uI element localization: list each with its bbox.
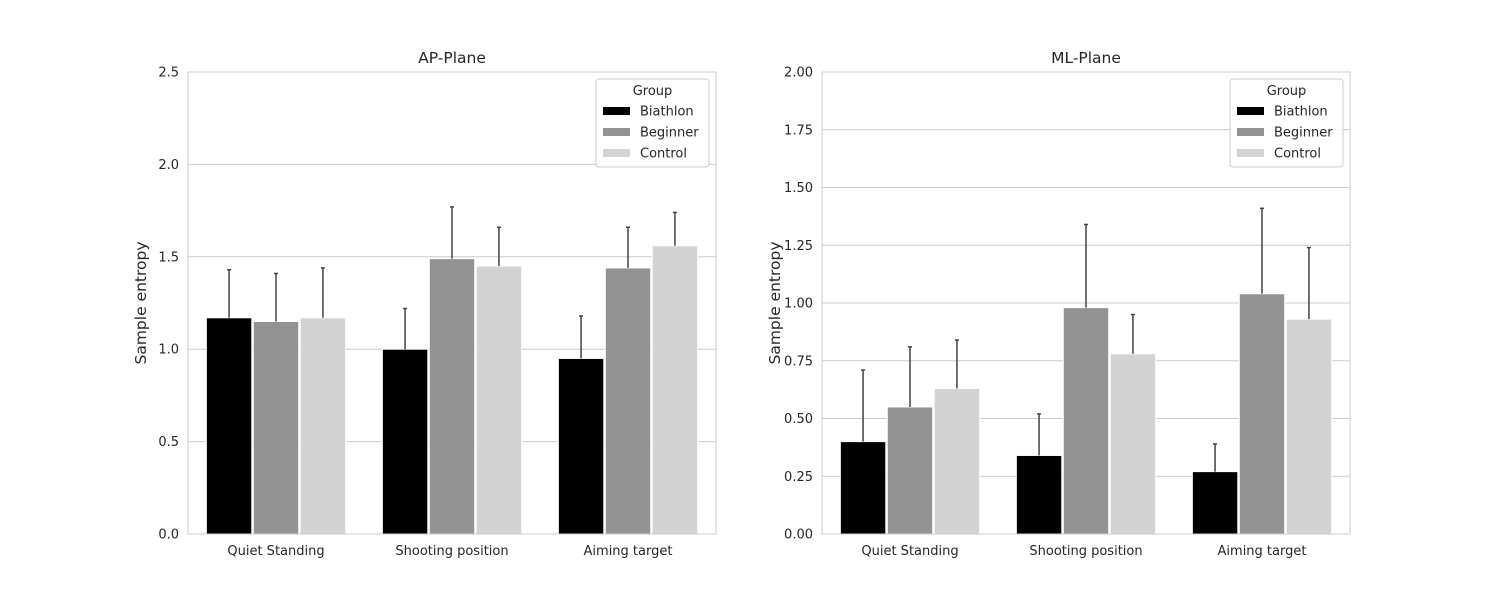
legend-swatch-control <box>1237 149 1264 157</box>
bar-beginner-1 <box>252 320 300 535</box>
bar-beginner-2 <box>1062 307 1110 535</box>
bar-beginner-3 <box>1238 293 1286 535</box>
bar-beginner-3 <box>604 267 652 535</box>
chart-title: AP-Plane <box>418 49 486 67</box>
bar-biathlon-2 <box>1015 454 1063 535</box>
y-tick-label: 0.5 <box>158 435 179 450</box>
legend-title: Group <box>1267 84 1307 99</box>
y-tick-label: 1.25 <box>784 239 813 254</box>
x-tick-label: Shooting position <box>395 544 508 559</box>
y-tick-label: 0.00 <box>784 528 813 543</box>
y-tick-label: 2.5 <box>158 66 179 81</box>
y-tick-label: 1.00 <box>784 297 813 312</box>
x-tick-label: Quiet Standing <box>227 544 324 559</box>
x-tick-label: Aiming target <box>584 544 673 559</box>
legend-swatch-biathlon <box>1237 107 1264 115</box>
legend-box <box>1229 78 1344 168</box>
x-tick-label: Quiet Standing <box>861 544 958 559</box>
legend-label: Beginner <box>1274 126 1333 141</box>
y-tick-label: 1.75 <box>784 123 813 138</box>
y-tick-label: 0.25 <box>784 470 813 485</box>
bar-control-1 <box>299 317 347 535</box>
x-tick-label: Aiming target <box>1218 544 1307 559</box>
legend-label: Control <box>640 147 687 162</box>
plot-frame <box>187 71 717 535</box>
bar-beginner-1 <box>886 406 934 535</box>
y-tick-label: 2.00 <box>784 66 813 81</box>
legend-swatch-beginner <box>603 128 630 136</box>
legend-label: Beginner <box>640 126 699 141</box>
bar-control-2 <box>1109 353 1157 535</box>
legend-label: Control <box>1274 147 1321 162</box>
legend-swatch-control <box>603 149 630 157</box>
plot-frame <box>821 71 1351 535</box>
bar-biathlon-3 <box>1191 471 1239 535</box>
legend-swatch-biathlon <box>603 107 630 115</box>
x-tick-label: Shooting position <box>1029 544 1142 559</box>
y-tick-label: 1.50 <box>784 181 813 196</box>
y-axis-label: Sample entropy <box>766 241 784 364</box>
legend-label: Biathlon <box>1274 105 1328 120</box>
legend: Group Biathlon Beginner Control <box>1229 78 1344 168</box>
chart-panel-1: 0.0 0.5 1.0 1.5 2.0 2.5 Quiet Standing Shooting… <box>132 49 717 559</box>
legend-label: Biathlon <box>640 105 694 120</box>
y-tick-label: 0.75 <box>784 354 813 369</box>
bar-biathlon-1 <box>839 441 887 535</box>
y-tick-label: 1.0 <box>158 343 179 358</box>
y-tick-label: 0.50 <box>784 412 813 427</box>
bar-control-3 <box>1285 318 1333 535</box>
legend-title: Group <box>633 84 673 99</box>
y-axis-label: Sample entropy <box>132 241 150 364</box>
bar-biathlon-2 <box>381 348 429 535</box>
y-tick-label: 2.0 <box>158 158 179 173</box>
legend: Group Biathlon Beginner Control <box>595 78 710 168</box>
chart-panel-2: 0.00 0.25 0.50 0.75 1.00 1.25 1.50 1.75 2.00 Quie… <box>766 49 1351 559</box>
legend-box <box>595 78 710 168</box>
bar-biathlon-3 <box>557 357 605 535</box>
chart-title: ML-Plane <box>1051 49 1121 67</box>
legend-swatch-beginner <box>1237 128 1264 136</box>
bar-beginner-2 <box>428 258 476 535</box>
bar-control-1 <box>933 387 981 535</box>
bar-control-2 <box>475 265 523 535</box>
bar-control-3 <box>651 245 699 535</box>
y-tick-label: 1.5 <box>158 250 179 265</box>
bar-biathlon-1 <box>205 317 253 535</box>
y-tick-label: 0.0 <box>158 528 179 543</box>
